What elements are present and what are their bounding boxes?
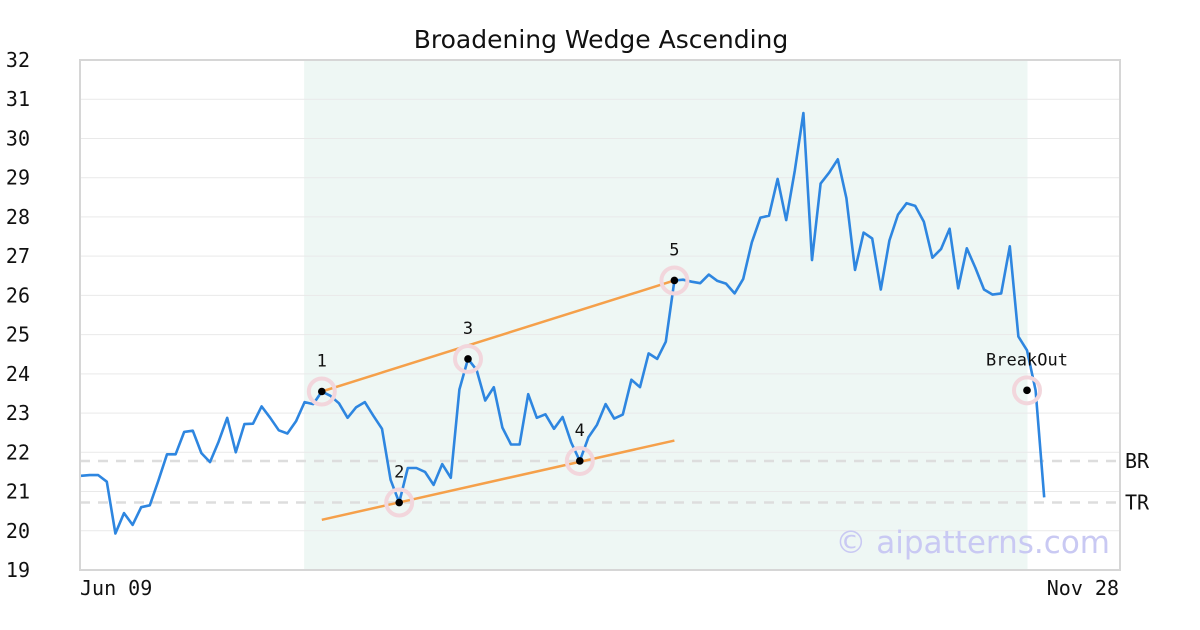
y-tick-label: 29 (6, 166, 30, 190)
x-tick-last: Nov 28 (1047, 576, 1119, 600)
y-tick-label: 31 (6, 87, 30, 111)
point-label-breakout: BreakOut (986, 350, 1068, 370)
y-tick-label: 19 (6, 558, 30, 582)
point-marker-3 (464, 355, 472, 363)
y-tick-label: 30 (6, 126, 30, 150)
point-label-5: 5 (669, 240, 679, 260)
watermark: © aipatterns.com (835, 525, 1110, 561)
point-marker-4 (576, 457, 584, 465)
price-line (80, 111, 1046, 535)
point-halo-3 (453, 343, 483, 374)
trend-line-lower (321, 439, 675, 522)
trend-line-upper (321, 279, 675, 393)
grid (80, 98, 1120, 532)
point-halo-4 (564, 445, 595, 476)
reference-label-br: BR (1125, 449, 1150, 473)
point-halo-1 (306, 376, 337, 407)
y-tick-label: 27 (6, 244, 30, 268)
pattern-points: 1 2 3 4 5 BreakOut (306, 240, 1068, 518)
point-marker-5 (670, 276, 679, 285)
y-axis: 19 20 21 22 23 24 25 26 27 28 29 30 31 32 (6, 48, 30, 582)
point-marker-2 (395, 498, 404, 507)
chart-title: Broadening Wedge Ascending (414, 25, 789, 54)
point-halo-2 (384, 487, 415, 518)
point-label-3: 3 (463, 319, 473, 339)
trend-lines (321, 279, 675, 522)
point-halo-5 (659, 265, 690, 296)
y-tick-label: 22 (6, 440, 30, 464)
y-tick-label: 24 (6, 362, 30, 386)
y-tick-label: 23 (6, 401, 30, 425)
point-marker-1 (318, 387, 326, 396)
point-halo-breakout (1012, 375, 1042, 406)
pattern-region (304, 60, 1028, 570)
x-tick-first: Jun 09 (80, 576, 152, 600)
y-tick-label: 32 (6, 48, 30, 72)
point-label-4: 4 (575, 421, 585, 441)
reference-label-tr: TR (1125, 491, 1150, 515)
y-tick-label: 26 (6, 283, 30, 307)
plot-frame (79, 59, 1121, 571)
point-marker-breakout (1023, 386, 1031, 395)
y-tick-label: 21 (6, 480, 30, 504)
point-label-1: 1 (317, 352, 327, 372)
y-tick-label: 25 (6, 323, 30, 347)
y-tick-label: 28 (6, 205, 30, 229)
point-label-2: 2 (394, 463, 404, 483)
reference-lines: BR TR (80, 449, 1150, 515)
y-tick-label: 20 (6, 519, 30, 543)
